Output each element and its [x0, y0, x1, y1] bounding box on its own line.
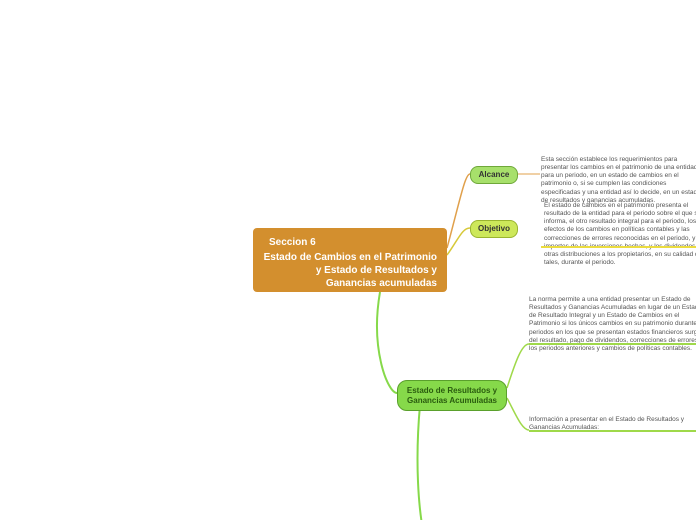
node-estado[interactable]: Estado de Resultados y Ganancias Acumula… — [397, 380, 507, 411]
text-alcance: Esta sección establece los requerimiento… — [541, 156, 696, 205]
root-node[interactable]: Seccion 6 Estado de Cambios en el Patrim… — [253, 228, 447, 292]
objetivo-label: Objetivo — [478, 224, 510, 233]
node-objetivo[interactable]: Objetivo — [470, 220, 518, 238]
text-objetivo: El estado de cambios en el patrimonio pr… — [544, 202, 696, 267]
underline-objetivo — [541, 246, 696, 248]
node-alcance[interactable]: Alcance — [470, 166, 518, 184]
underline-info — [529, 430, 696, 432]
root-title-2: Estado de Cambios en el Patrimonio y Est… — [263, 251, 437, 290]
estado-label: Estado de Resultados y Ganancias Acumula… — [407, 386, 497, 405]
root-title-1: Seccion 6 — [263, 236, 437, 249]
underline-norma — [529, 343, 696, 345]
alcance-label: Alcance — [479, 170, 510, 179]
